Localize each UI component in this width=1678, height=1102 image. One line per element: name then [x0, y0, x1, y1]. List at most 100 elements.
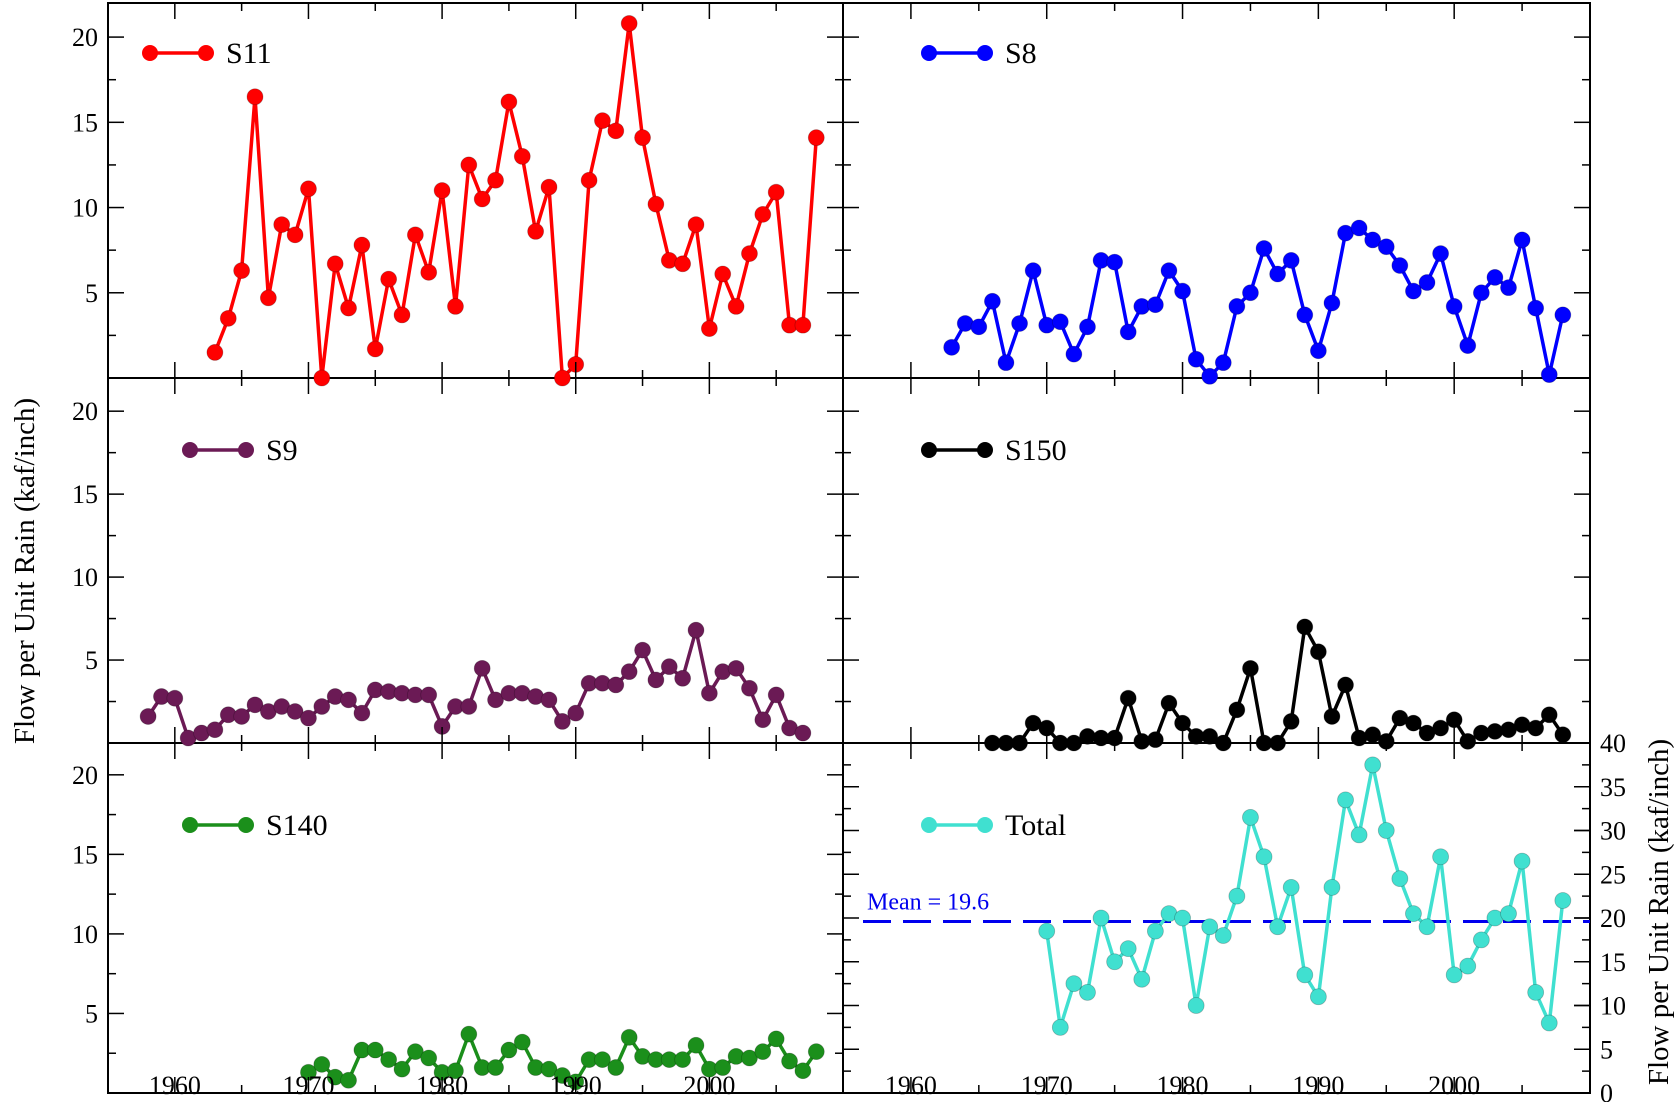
x-tick-label: 1990: [1292, 1071, 1344, 1100]
data-point: [460, 698, 478, 715]
x-tick-label: 2000: [683, 1071, 735, 1100]
data-point: [1214, 354, 1232, 372]
data-point: [353, 236, 371, 254]
x-tick-label: 1980: [416, 1071, 468, 1100]
data-point: [727, 298, 745, 315]
y-tick-label-right: 0: [1600, 1079, 1613, 1102]
y-tick-label-right: 15: [1600, 948, 1626, 977]
data-point: [781, 1052, 798, 1070]
y-tick-label: 20: [72, 23, 98, 52]
data-point: [594, 112, 611, 130]
legend-marker: [977, 45, 993, 61]
data-point: [1079, 318, 1096, 336]
data-point: [943, 338, 961, 356]
data-point: [206, 721, 224, 739]
data-point: [1255, 848, 1273, 866]
data-point: [1242, 659, 1259, 677]
data-point: [1445, 966, 1463, 984]
series-line-s11: [213, 21, 819, 380]
y-tick-label: 10: [72, 194, 98, 223]
data-point: [447, 1062, 464, 1080]
data-point: [406, 226, 424, 244]
data-point: [1323, 708, 1341, 725]
data-point: [620, 663, 638, 681]
series-line-s150: [992, 625, 1565, 745]
data-point: [460, 156, 478, 174]
x-tick-label: 1960: [885, 1071, 937, 1100]
data-point: [313, 1055, 331, 1073]
data-point: [1540, 1014, 1558, 1032]
data-point: [794, 724, 812, 742]
data-point: [1051, 313, 1069, 331]
data-point: [1472, 931, 1490, 949]
plot-frame: [107, 2, 1591, 1094]
data-point: [1459, 957, 1477, 975]
data-point: [1038, 922, 1056, 940]
data-point: [634, 641, 651, 659]
panel-borders: [107, 2, 1591, 1094]
data-point: [1187, 350, 1205, 368]
data-point: [754, 1043, 772, 1061]
data-point: [206, 344, 224, 361]
legend-marker: [198, 45, 214, 61]
data-point: [1500, 279, 1517, 297]
data-point: [1296, 618, 1314, 636]
data-point: [1527, 983, 1545, 1001]
data-point: [1296, 306, 1314, 324]
data-point: [540, 691, 558, 709]
data-point: [1337, 676, 1354, 694]
data-point: [647, 671, 665, 689]
data-point: [1269, 265, 1287, 283]
panel-s11: 5 10 15 20 S11: [72, 15, 843, 387]
data-point: [553, 369, 571, 387]
y-tick-label: 10: [72, 920, 98, 949]
data-point: [233, 708, 251, 725]
data-point: [1432, 719, 1449, 737]
legend-marker: [182, 442, 198, 458]
data-point: [1364, 231, 1382, 249]
panels: 5 10 15 20 S11 S8 5 10 15 20 S9 S150 5 10 15 20 S140 0 5 10…: [72, 15, 1626, 1102]
data-point: [767, 183, 785, 201]
data-point: [620, 1028, 638, 1046]
data-point: [1350, 826, 1368, 844]
legend-marker: [977, 442, 993, 458]
data-point: [1337, 791, 1354, 809]
data-point: [1364, 756, 1382, 774]
data-point: [687, 216, 705, 233]
data-point: [460, 1025, 478, 1043]
data-point: [540, 1060, 558, 1078]
data-point: [1174, 282, 1191, 300]
data-point: [1146, 296, 1164, 314]
y-tick-label: 15: [72, 840, 98, 869]
data-point: [1500, 905, 1517, 923]
legend-marker: [921, 45, 937, 61]
y-tick-label-right: 30: [1600, 817, 1626, 846]
data-point: [1242, 808, 1259, 826]
data-point: [1201, 727, 1219, 745]
data-point: [473, 190, 491, 208]
data-point: [420, 686, 438, 704]
data-point: [1459, 337, 1477, 355]
data-point: [634, 129, 651, 147]
data-point: [500, 1041, 518, 1059]
data-point: [807, 1043, 825, 1061]
data-point: [741, 679, 758, 697]
data-point: [1065, 734, 1083, 752]
data-point: [1554, 892, 1572, 909]
panel-s9: 5 10 15 20 S9: [72, 397, 843, 747]
data-point: [286, 226, 304, 244]
data-point: [620, 15, 638, 32]
data-point: [1513, 231, 1531, 249]
y-tick-label-right: 35: [1600, 773, 1626, 802]
data-point: [1432, 848, 1449, 866]
legend-marker: [921, 442, 937, 458]
data-point: [674, 255, 692, 273]
data-point: [687, 621, 705, 639]
data-point: [273, 216, 291, 233]
data-point: [300, 709, 317, 727]
data-point: [1024, 262, 1042, 280]
data-point: [1187, 997, 1205, 1014]
data-point: [166, 689, 184, 707]
data-point: [1106, 953, 1124, 971]
data-point: [1405, 282, 1422, 300]
